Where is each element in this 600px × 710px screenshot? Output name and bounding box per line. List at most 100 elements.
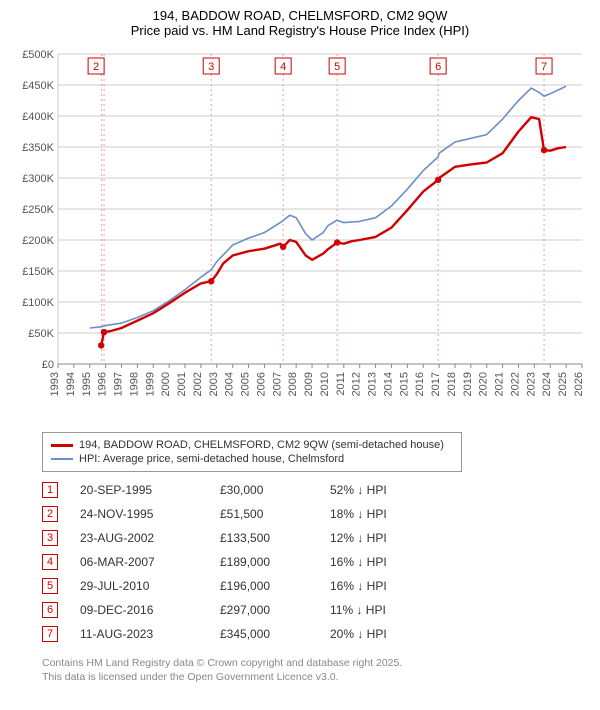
svg-text:2002: 2002 [192,372,204,396]
svg-text:2017: 2017 [430,372,442,396]
svg-text:£100K: £100K [22,297,54,309]
transaction-marker: 5 [42,578,58,594]
svg-text:2005: 2005 [240,372,252,396]
transaction-diff: 16% ↓ HPI [330,579,450,593]
transaction-row: 6 09-DEC-2016£297,00011% ↓ HPI [42,598,588,622]
footer-line1: Contains HM Land Registry data © Crown c… [42,656,588,670]
chart-title: 194, BADDOW ROAD, CHELMSFORD, CM2 9QW Pr… [12,8,588,38]
transaction-marker: 7 [42,626,58,642]
svg-text:£250K: £250K [22,204,54,216]
svg-text:6: 6 [435,61,441,73]
transaction-price: £196,000 [220,579,330,593]
svg-text:1998: 1998 [128,372,140,396]
svg-text:2008: 2008 [287,372,299,396]
transaction-price: £30,000 [220,483,330,497]
transaction-date: 11-AUG-2023 [80,627,220,641]
svg-text:1995: 1995 [81,372,93,396]
svg-text:£450K: £450K [22,80,54,92]
svg-text:2001: 2001 [176,372,188,396]
legend-label: 194, BADDOW ROAD, CHELMSFORD, CM2 9QW (s… [79,439,444,451]
svg-text:5: 5 [334,61,340,73]
svg-text:2022: 2022 [509,372,521,396]
svg-text:2023: 2023 [525,372,537,396]
svg-text:2000: 2000 [160,372,172,396]
svg-text:2018: 2018 [446,372,458,396]
legend-item-hpi: HPI: Average price, semi-detached house,… [51,452,453,466]
svg-text:7: 7 [541,61,547,73]
svg-text:2010: 2010 [319,372,331,396]
transaction-date: 29-JUL-2010 [80,579,220,593]
legend-item-price-paid: 194, BADDOW ROAD, CHELMSFORD, CM2 9QW (s… [51,438,453,452]
svg-text:2007: 2007 [271,372,283,396]
legend-label: HPI: Average price, semi-detached house,… [79,453,344,465]
svg-text:£400K: £400K [22,111,54,123]
transaction-row: 2 24-NOV-1995£51,50018% ↓ HPI [42,502,588,526]
svg-text:1999: 1999 [144,372,156,396]
transaction-row: 1 20-SEP-1995£30,00052% ↓ HPI [42,478,588,502]
svg-text:1997: 1997 [113,372,125,396]
svg-text:2025: 2025 [557,372,569,396]
page-root: 194, BADDOW ROAD, CHELMSFORD, CM2 9QW Pr… [0,0,600,696]
transaction-marker: 3 [42,530,58,546]
transaction-date: 09-DEC-2016 [80,603,220,617]
transaction-row: 4 06-MAR-2007£189,00016% ↓ HPI [42,550,588,574]
transaction-row: 5 29-JUL-2010£196,00016% ↓ HPI [42,574,588,598]
transaction-diff: 52% ↓ HPI [330,483,450,497]
svg-text:2011: 2011 [335,372,347,396]
svg-text:£500K: £500K [22,49,54,61]
transaction-row: 7 11-AUG-2023£345,00020% ↓ HPI [42,622,588,646]
title-address: 194, BADDOW ROAD, CHELMSFORD, CM2 9QW [12,8,588,23]
line-chart: £0 £50K £100K £150K £200K £250K £300K £350K £400… [12,44,588,424]
title-subtitle: Price paid vs. HM Land Registry's House … [12,23,588,38]
transaction-diff: 12% ↓ HPI [330,531,450,545]
legend-swatch [51,458,73,460]
svg-text:3: 3 [208,61,214,73]
svg-text:2013: 2013 [367,372,379,396]
transaction-marker: 6 [42,602,58,618]
svg-text:£200K: £200K [22,235,54,247]
transaction-marker: 4 [42,554,58,570]
svg-text:2: 2 [93,61,99,73]
footer-attribution: Contains HM Land Registry data © Crown c… [42,656,588,684]
transaction-diff: 11% ↓ HPI [330,603,450,617]
svg-text:£50K: £50K [28,328,54,340]
svg-text:£150K: £150K [22,266,54,278]
transactions-table: 1 20-SEP-1995£30,00052% ↓ HPI 2 24-NOV-1995… [42,478,588,646]
svg-text:1993: 1993 [49,372,61,396]
svg-text:£0: £0 [42,359,54,371]
transaction-price: £189,000 [220,555,330,569]
svg-text:2019: 2019 [462,372,474,396]
transaction-row: 3 23-AUG-2002£133,50012% ↓ HPI [42,526,588,550]
transaction-date: 23-AUG-2002 [80,531,220,545]
transaction-price: £133,500 [220,531,330,545]
svg-text:2004: 2004 [224,372,236,396]
svg-text:£300K: £300K [22,173,54,185]
transaction-diff: 16% ↓ HPI [330,555,450,569]
svg-text:1996: 1996 [97,372,109,396]
transaction-marker: 1 [42,482,58,498]
footer-line2: This data is licensed under the Open Gov… [42,670,588,684]
transaction-price: £297,000 [220,603,330,617]
svg-text:2015: 2015 [398,372,410,396]
transaction-marker: 2 [42,506,58,522]
svg-text:2014: 2014 [382,372,394,396]
transaction-diff: 18% ↓ HPI [330,507,450,521]
transaction-date: 20-SEP-1995 [80,483,220,497]
svg-text:2026: 2026 [573,372,585,396]
transaction-price: £51,500 [220,507,330,521]
transaction-diff: 20% ↓ HPI [330,627,450,641]
transaction-price: £345,000 [220,627,330,641]
svg-text:2003: 2003 [208,372,220,396]
svg-text:4: 4 [280,61,286,73]
svg-text:2016: 2016 [414,372,426,396]
svg-text:£350K: £350K [22,142,54,154]
legend-swatch [51,444,73,447]
chart-svg: £0 £50K £100K £150K £200K £250K £300K £350K £400… [12,44,588,424]
transaction-date: 24-NOV-1995 [80,507,220,521]
transaction-date: 06-MAR-2007 [80,555,220,569]
svg-text:2009: 2009 [303,372,315,396]
svg-text:2021: 2021 [494,372,506,396]
chart-legend: 194, BADDOW ROAD, CHELMSFORD, CM2 9QW (s… [42,432,462,472]
svg-text:2006: 2006 [255,372,267,396]
svg-text:2012: 2012 [351,372,363,396]
